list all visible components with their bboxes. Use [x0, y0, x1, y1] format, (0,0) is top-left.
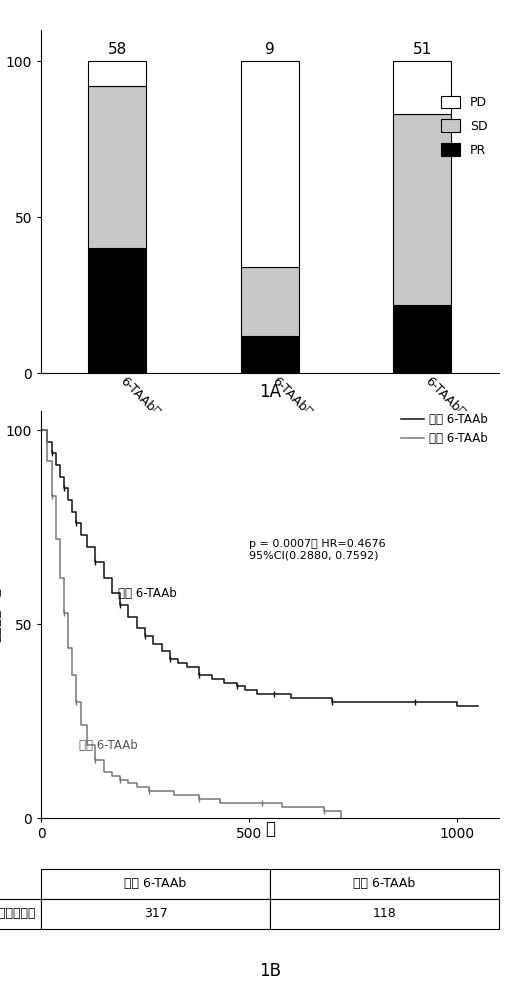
Bar — [241, 267, 299, 336]
阳性 6-TAAb — [183, 661, 190, 673]
Bar — [393, 61, 451, 114]
阴性 6-TAAb — [196, 793, 202, 805]
Legend: PD, SD, PR: PD, SD, PR — [436, 91, 492, 162]
阴性 6-TAAb — [109, 770, 115, 782]
阴性 6-TAAb — [279, 801, 285, 813]
阳性 6-TAAb — [84, 541, 90, 553]
Bar — [88, 86, 146, 248]
阳性 6-TAAb — [175, 657, 181, 669]
阳性 6-TAAb — [254, 688, 261, 700]
阳性 6-TAAb — [78, 529, 84, 541]
Text: p = 0.0007， HR=0.4676
95%CI(0.2880, 0.7592): p = 0.0007， HR=0.4676 95%CI(0.2880, 0.75… — [249, 539, 386, 560]
阴性 6-TAAb — [84, 739, 90, 751]
Text: 1A: 1A — [259, 383, 281, 401]
阴性 6-TAAb — [78, 719, 84, 731]
阳性 6-TAAb — [233, 680, 240, 692]
阴性 6-TAAb — [74, 696, 80, 708]
阴性 6-TAAb — [38, 424, 44, 436]
阴性 6-TAAb — [48, 490, 54, 502]
阴性 6-TAAb — [321, 805, 327, 817]
Line: 阴性 6-TAAb: 阴性 6-TAAb — [41, 430, 341, 818]
阴性 6-TAAb — [57, 572, 63, 584]
Text: 阳性 6-TAAb: 阳性 6-TAAb — [118, 587, 177, 600]
阴性 6-TAAb — [61, 607, 67, 619]
阳性 6-TAAb — [109, 587, 115, 599]
阳性 6-TAAb — [38, 424, 44, 436]
阴性 6-TAAb — [237, 797, 244, 809]
阴性 6-TAAb — [159, 785, 165, 797]
阳性 6-TAAb — [221, 677, 227, 689]
阳性 6-TAAb — [271, 688, 277, 700]
阴性 6-TAAb — [146, 785, 152, 797]
Text: 51: 51 — [413, 42, 432, 57]
阳性 6-TAAb — [196, 669, 202, 681]
阴性 6-TAAb — [259, 797, 265, 809]
阳性 6-TAAb — [412, 696, 418, 708]
阴性 6-TAAb — [65, 642, 71, 654]
阴性 6-TAAb — [92, 754, 98, 766]
Bar — [88, 248, 146, 373]
阴性 6-TAAb — [338, 812, 344, 824]
阳性 6-TAAb — [209, 673, 215, 685]
阴性 6-TAAb — [134, 781, 140, 793]
Legend: 阳性 6-TAAb, 阴性 6-TAAb: 阳性 6-TAAb, 阴性 6-TAAb — [396, 409, 493, 450]
阴性 6-TAAb — [69, 669, 76, 681]
Bar — [241, 61, 299, 267]
阳性 6-TAAb — [134, 622, 140, 634]
阳性 6-TAAb — [52, 459, 59, 471]
Text: 1B: 1B — [259, 962, 281, 980]
阴性 6-TAAb — [300, 801, 306, 813]
Bar — [241, 336, 299, 373]
阴性 6-TAAb — [217, 797, 223, 809]
阳性 6-TAAb — [125, 611, 132, 623]
阳性 6-TAAb — [74, 517, 80, 529]
Text: 9: 9 — [265, 42, 274, 57]
阳性 6-TAAb — [350, 696, 356, 708]
阳性 6-TAAb — [57, 471, 63, 483]
阳性 6-TAAb — [92, 556, 98, 568]
阴性 6-TAAb — [125, 777, 132, 789]
Text: 阴性 6-TAAb: 阴性 6-TAAb — [79, 739, 137, 752]
阴性 6-TAAb — [52, 533, 59, 545]
阳性 6-TAAb — [117, 599, 123, 611]
阳性 6-TAAb — [475, 700, 481, 712]
阳性 6-TAAb — [65, 494, 71, 506]
阴性 6-TAAb — [171, 789, 177, 801]
Text: 58: 58 — [108, 42, 127, 57]
阳性 6-TAAb — [44, 436, 50, 448]
阳性 6-TAAb — [329, 696, 335, 708]
阳性 6-TAAb — [48, 447, 54, 459]
阴性 6-TAAb — [117, 774, 123, 786]
阳性 6-TAAb — [287, 692, 293, 704]
阳性 6-TAAb — [159, 645, 165, 657]
阳性 6-TAAb — [167, 653, 173, 665]
阳性 6-TAAb — [142, 630, 148, 642]
阳性 6-TAAb — [61, 482, 67, 494]
阴性 6-TAAb — [100, 766, 106, 778]
阳性 6-TAAb — [308, 692, 315, 704]
阳性 6-TAAb — [69, 506, 76, 518]
Bar — [393, 305, 451, 373]
Bar — [88, 61, 146, 86]
阳性 6-TAAb — [242, 684, 248, 696]
阴性 6-TAAb — [44, 455, 50, 467]
阳性 6-TAAb — [454, 700, 460, 712]
Text: 天: 天 — [265, 820, 275, 838]
Bar — [393, 114, 451, 305]
阳性 6-TAAb — [100, 572, 106, 584]
Line: 阳性 6-TAAb: 阳性 6-TAAb — [41, 430, 478, 706]
阳性 6-TAAb — [371, 696, 377, 708]
阳性 6-TAAb — [150, 638, 156, 650]
